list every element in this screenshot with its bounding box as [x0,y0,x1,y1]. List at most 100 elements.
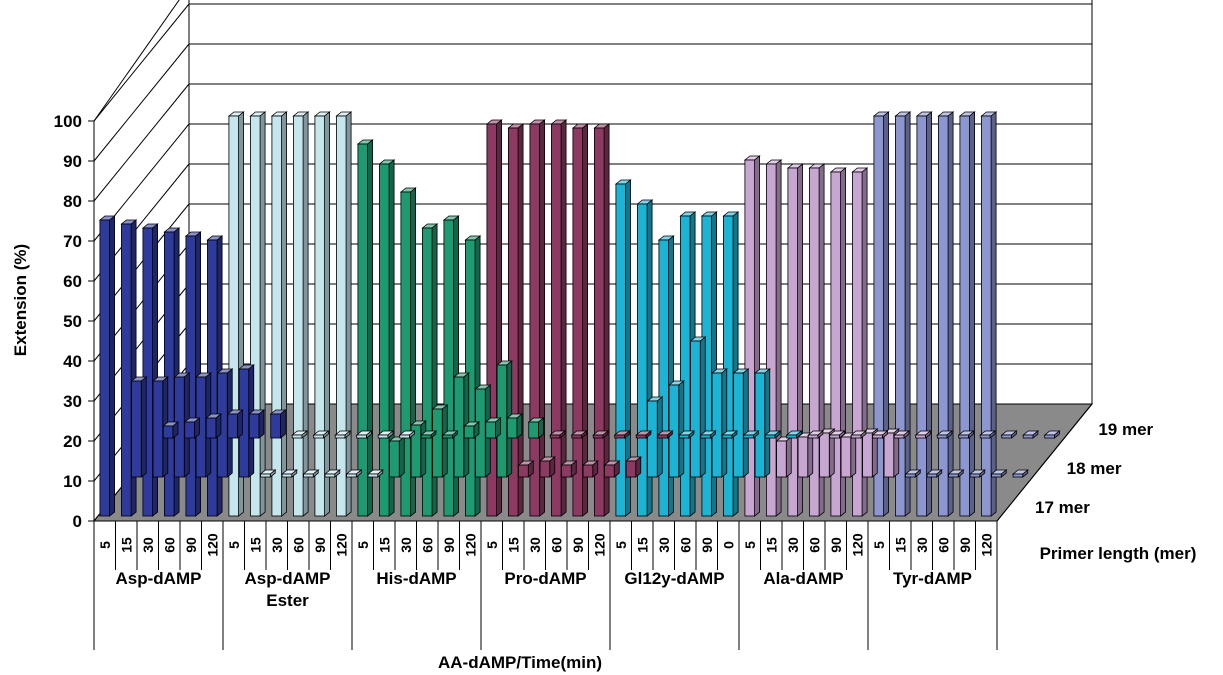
x-tick-label: 120 [333,533,349,557]
bar [699,430,717,439]
y-tick-label: 50 [63,312,82,331]
bar [1043,430,1061,439]
bar [850,430,868,439]
bar [356,139,374,517]
bar [248,409,266,439]
bar [366,469,384,478]
bar [613,430,631,439]
x-tick-label: 0 [720,541,736,549]
bar [947,469,965,478]
x-tick-label: 15 [376,537,392,553]
bar [861,428,879,478]
group-label: Asp-dAMP [245,569,331,588]
bar [431,404,449,478]
y-tick-label: 10 [63,472,82,491]
row-label: 18 mer [1067,459,1122,478]
bar [828,430,846,439]
bar [829,167,847,517]
bar [334,430,352,439]
bar [721,430,739,439]
bar [958,111,976,517]
bar [603,460,621,478]
x-tick-label: 90 [699,537,715,553]
x-tick-label: 90 [183,537,199,553]
bar [592,430,610,439]
bar [581,460,599,478]
bar [378,159,396,517]
bar [593,123,611,517]
bar [893,430,911,439]
group-label: Ala-dAMP [763,569,843,588]
bar [851,167,869,517]
group-label: His-dAMP [376,569,456,588]
group-label: Ester [266,591,309,610]
bar [871,430,889,439]
group-label: Pro-dAMP [504,569,586,588]
x-tick-label: 90 [312,537,328,553]
bar [796,432,814,478]
y-tick-label: 90 [63,152,82,171]
bar [990,469,1008,478]
y-tick-label: 100 [54,112,82,131]
bar [968,469,986,478]
bar [345,469,363,478]
bar [667,380,685,478]
x-tick-label: 90 [441,537,457,553]
bar [979,430,997,439]
group-label: Gl12y-dAMP [624,569,724,588]
bar [259,469,277,478]
bar [517,460,535,478]
row-labels: 19 mer 18 mer 17 mer [1035,420,1154,517]
x-tick-label: 30 [398,537,414,553]
bar [528,119,546,517]
bar [624,456,642,478]
bar [270,111,288,517]
bar [409,420,427,478]
x-axis-title: AA-dAMP/Time(min) [438,653,602,672]
y-tick-label: 20 [63,432,82,451]
bar [560,460,578,478]
x-tick-label: 30 [140,537,156,553]
x-tick-label: 90 [570,537,586,553]
bar [808,163,826,517]
bar [689,336,707,478]
bar [226,409,244,439]
group-label: Tyr-dAMP [893,569,972,588]
row-label: 19 mer [1098,420,1153,439]
bar [980,111,998,517]
x-tick-label: 60 [290,537,306,553]
bar [742,430,760,439]
bar [377,430,395,439]
chart-bars [98,111,1061,517]
bar [894,111,912,517]
bar [807,430,825,439]
bar [753,368,771,478]
x-tick-label: 15 [763,537,779,553]
bar [656,430,674,439]
x-tick-label: 120 [978,533,994,557]
bar [1022,430,1040,439]
bar [506,413,524,439]
gridline-side [93,83,190,202]
gridline-side [93,43,190,162]
y-tick-label: 60 [63,272,82,291]
y-tick-label: 30 [63,392,82,411]
bar [302,469,320,478]
bar [292,111,310,517]
bar [872,111,890,517]
bar [312,430,330,439]
x-tick-label: 60 [161,537,177,553]
bar [710,368,728,478]
bar [635,430,653,439]
bar [937,111,955,517]
x-tick-label: 120 [591,533,607,557]
bar [914,430,932,439]
bar [1000,430,1018,439]
bar [291,430,309,439]
floor-edge [996,403,1093,522]
bar [269,409,287,439]
x-tick-label: 15 [118,537,134,553]
bar [570,430,588,439]
